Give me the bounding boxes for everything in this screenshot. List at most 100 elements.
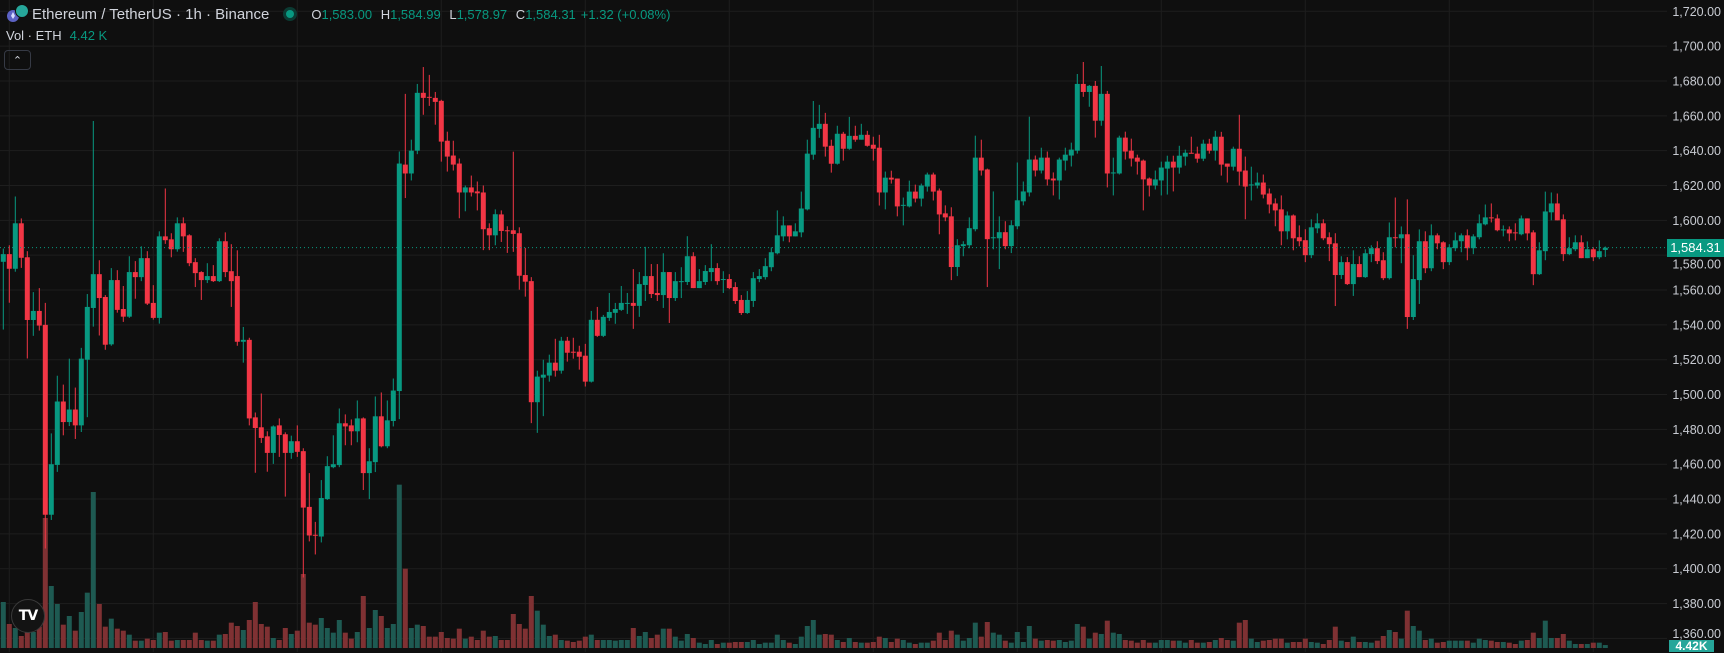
candle[interactable]: [1110, 157, 1116, 196]
candle[interactable]: [1374, 241, 1380, 265]
candle[interactable]: [684, 236, 690, 285]
candle[interactable]: [1584, 241, 1590, 259]
candle[interactable]: [1332, 233, 1338, 307]
candle[interactable]: [444, 131, 450, 172]
candle[interactable]: [150, 285, 156, 320]
candle[interactable]: [942, 205, 948, 222]
candle[interactable]: [318, 480, 324, 543]
candle[interactable]: [1350, 250, 1356, 296]
candle[interactable]: [606, 292, 612, 321]
candle[interactable]: [960, 241, 966, 257]
candle[interactable]: [1080, 61, 1086, 97]
candle[interactable]: [588, 310, 594, 383]
market-open-status-icon[interactable]: [283, 7, 298, 21]
candle[interactable]: [756, 269, 762, 283]
candle[interactable]: [1308, 219, 1314, 259]
candle[interactable]: [486, 223, 492, 251]
candle[interactable]: [1506, 226, 1512, 242]
candle[interactable]: [0, 248, 6, 330]
candle[interactable]: [876, 134, 882, 206]
candle[interactable]: [1356, 256, 1362, 278]
candle[interactable]: [1218, 131, 1224, 176]
candle[interactable]: [24, 251, 30, 359]
candle[interactable]: [1404, 199, 1410, 329]
candle[interactable]: [618, 286, 624, 311]
candle[interactable]: [1158, 161, 1164, 196]
candle[interactable]: [348, 419, 354, 446]
candle[interactable]: [1062, 147, 1068, 171]
candle[interactable]: [978, 139, 984, 176]
candle[interactable]: [900, 197, 906, 226]
candle[interactable]: [930, 172, 936, 201]
candle[interactable]: [750, 272, 756, 307]
candle[interactable]: [132, 261, 138, 299]
candle[interactable]: [1302, 229, 1308, 263]
candle[interactable]: [1104, 90, 1110, 188]
candle[interactable]: [834, 125, 840, 165]
candle[interactable]: [126, 256, 132, 318]
candle[interactable]: [1434, 233, 1440, 250]
candle[interactable]: [1422, 231, 1428, 274]
candle[interactable]: [1368, 245, 1374, 263]
candle[interactable]: [1272, 198, 1278, 227]
candle[interactable]: [1500, 225, 1506, 237]
candle[interactable]: [696, 269, 702, 289]
candle[interactable]: [1578, 235, 1584, 259]
candle[interactable]: [954, 239, 960, 277]
candle[interactable]: [1236, 114, 1242, 186]
candle[interactable]: [450, 140, 456, 171]
candle[interactable]: [354, 400, 360, 443]
volume-title[interactable]: Vol · ETH: [6, 27, 62, 43]
candle[interactable]: [558, 336, 564, 374]
candle[interactable]: [1494, 214, 1500, 232]
candle[interactable]: [372, 396, 378, 473]
candle[interactable]: [762, 258, 768, 280]
candle[interactable]: [846, 116, 852, 150]
candle[interactable]: [1254, 172, 1260, 189]
candle[interactable]: [1326, 232, 1332, 262]
candle[interactable]: [924, 172, 930, 192]
candle[interactable]: [492, 209, 498, 246]
candle[interactable]: [1170, 155, 1176, 192]
candle[interactable]: [1230, 146, 1236, 171]
candle[interactable]: [810, 101, 816, 160]
candle[interactable]: [1566, 237, 1572, 256]
candle[interactable]: [1476, 214, 1482, 240]
candle[interactable]: [1014, 162, 1020, 230]
candle[interactable]: [1488, 203, 1494, 223]
candle[interactable]: [1542, 191, 1548, 261]
candle[interactable]: [870, 136, 876, 161]
candle[interactable]: [306, 473, 312, 542]
candle[interactable]: [1212, 130, 1218, 161]
candle[interactable]: [114, 270, 120, 313]
candle[interactable]: [1032, 155, 1038, 177]
candle[interactable]: [414, 83, 420, 155]
candle[interactable]: [1248, 166, 1254, 201]
candle[interactable]: [504, 226, 510, 253]
candle[interactable]: [1056, 157, 1062, 200]
candle[interactable]: [48, 433, 54, 520]
candle[interactable]: [360, 417, 366, 491]
candle[interactable]: [894, 178, 900, 217]
candle[interactable]: [366, 448, 372, 500]
candle[interactable]: [948, 207, 954, 281]
candle[interactable]: [30, 292, 36, 336]
candle[interactable]: [1044, 151, 1050, 186]
candle[interactable]: [1224, 163, 1230, 183]
candle[interactable]: [1524, 218, 1530, 241]
candle[interactable]: [210, 265, 216, 283]
candle[interactable]: [1392, 197, 1398, 248]
candle[interactable]: [864, 130, 870, 147]
candle[interactable]: [1572, 235, 1578, 252]
candle[interactable]: [816, 104, 822, 138]
candle[interactable]: [84, 294, 90, 418]
candle[interactable]: [654, 264, 660, 301]
candle[interactable]: [330, 435, 336, 469]
candle[interactable]: [1188, 136, 1194, 154]
candle[interactable]: [60, 384, 66, 436]
candle[interactable]: [180, 217, 186, 252]
candle[interactable]: [852, 125, 858, 142]
candle[interactable]: [1050, 172, 1056, 196]
candle[interactable]: [1092, 80, 1098, 138]
